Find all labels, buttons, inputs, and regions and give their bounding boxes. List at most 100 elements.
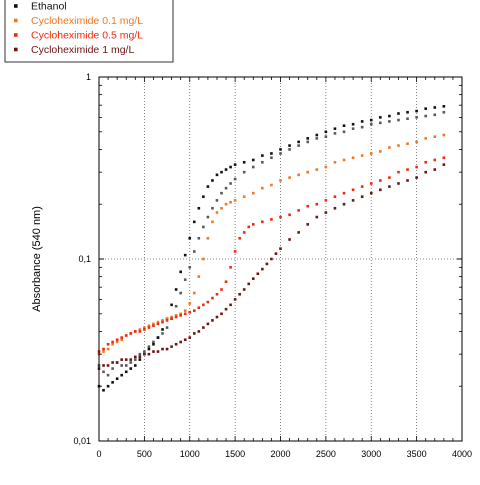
data-point (351, 188, 355, 192)
data-point (224, 202, 228, 206)
data-point (183, 278, 187, 281)
data-point (147, 345, 151, 348)
data-point (379, 150, 382, 153)
x-tick-label: 0 (96, 449, 101, 459)
data-point (138, 328, 142, 331)
data-point (115, 361, 119, 364)
data-point (224, 280, 228, 284)
data-point (179, 314, 182, 317)
data-point (288, 144, 291, 147)
data-point (379, 121, 382, 125)
data-point (134, 358, 137, 361)
data-point (106, 373, 110, 377)
data-point (433, 113, 437, 117)
data-point (152, 322, 155, 326)
data-point (129, 332, 133, 335)
data-point (415, 140, 418, 144)
data-point (165, 347, 169, 351)
data-point (179, 270, 182, 274)
data-point (433, 135, 437, 138)
data-point (406, 179, 409, 182)
data-point (333, 195, 337, 198)
data-point (224, 186, 228, 190)
data-point (415, 165, 418, 169)
data-point (161, 332, 164, 335)
data-point (306, 137, 310, 140)
data-point (215, 292, 219, 296)
data-point (202, 225, 205, 229)
data-point (397, 112, 400, 115)
data-point (288, 238, 291, 241)
data-point (315, 168, 319, 171)
y-tick-label: 1 (86, 72, 91, 82)
data-point (369, 191, 373, 195)
data-point (138, 330, 142, 333)
data-point (220, 288, 223, 291)
data-point (106, 364, 110, 367)
data-point (120, 364, 123, 367)
data-point (279, 247, 282, 250)
data-point (129, 361, 133, 364)
series-cycloheximide-1-mg-l (97, 163, 446, 370)
data-point (442, 156, 446, 160)
data-point (211, 220, 214, 224)
data-point (251, 191, 255, 195)
data-point (270, 152, 273, 155)
legend-marker (14, 4, 18, 8)
data-point (369, 182, 373, 185)
data-point (188, 336, 192, 339)
data-point (206, 300, 210, 304)
data-point (297, 209, 300, 212)
y-axis: 0,01 0,1 1 (73, 72, 462, 446)
data-point (147, 352, 151, 356)
data-point (111, 381, 114, 384)
data-point (179, 312, 182, 316)
data-point (206, 185, 210, 188)
data-point (315, 137, 319, 140)
data-point (247, 282, 251, 286)
data-point (433, 106, 437, 109)
data-point (388, 185, 391, 188)
data-point (324, 130, 328, 134)
data-point (242, 231, 246, 234)
series-cycloheximide-0-5-mg-l (97, 156, 446, 353)
data-point (120, 358, 123, 361)
data-point (306, 140, 310, 144)
data-point (161, 319, 164, 322)
x-tick-label: 500 (137, 449, 152, 459)
data-point (388, 146, 391, 149)
data-point (351, 127, 355, 130)
data-point (406, 110, 409, 114)
data-point (333, 206, 337, 210)
data-point (233, 250, 237, 253)
data-point (152, 340, 155, 344)
data-point (351, 122, 355, 126)
data-point (397, 118, 400, 122)
data-point (106, 347, 110, 351)
data-point (279, 148, 282, 151)
data-point (233, 163, 237, 166)
data-point (215, 211, 219, 214)
x-tick-label: 3000 (361, 449, 381, 459)
data-point (279, 215, 282, 219)
data-point (242, 170, 246, 174)
data-point (102, 388, 105, 392)
data-point (152, 342, 155, 346)
data-point (183, 253, 187, 257)
data-point (124, 334, 128, 337)
data-point (406, 168, 409, 171)
data-point (288, 148, 291, 151)
data-point (174, 315, 178, 319)
data-point (351, 156, 355, 160)
data-point (134, 364, 137, 367)
legend-box (4, 0, 174, 63)
data-point (143, 326, 146, 329)
data-point (229, 266, 232, 269)
data-point (442, 133, 446, 137)
data-point (397, 144, 400, 147)
data-point (192, 220, 196, 224)
data-point (306, 204, 310, 208)
data-point (342, 191, 346, 195)
